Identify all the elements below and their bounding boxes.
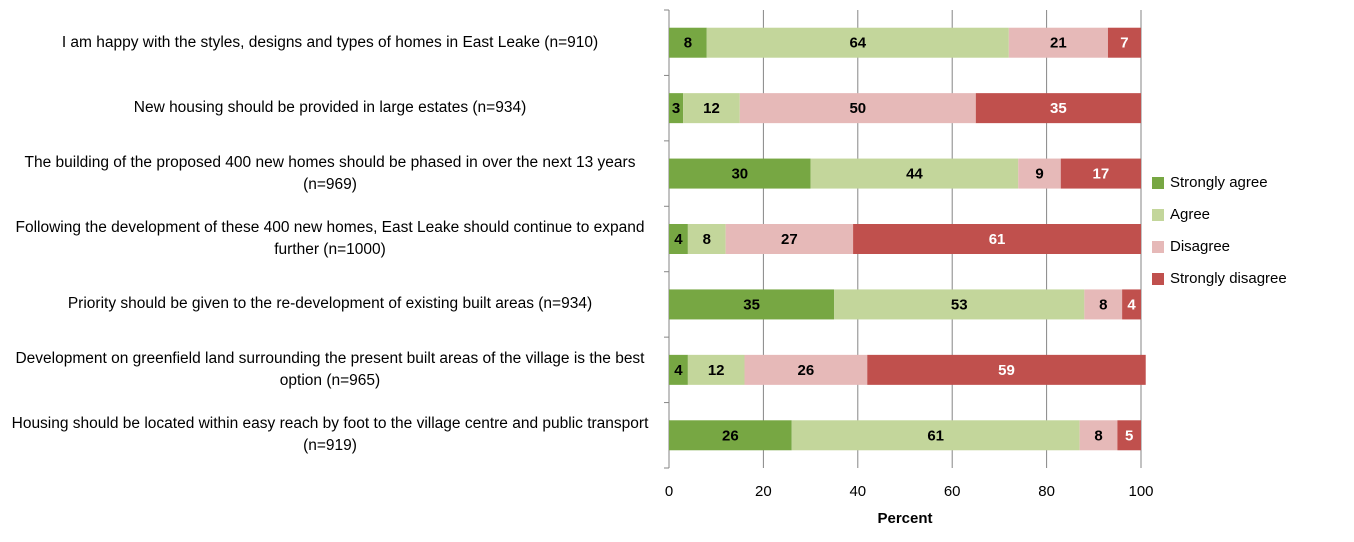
bar-segment [1107, 27, 1141, 58]
x-tick-label: 100 [1128, 483, 1153, 500]
bar-segment [1060, 158, 1141, 189]
x-tick-label: 60 [944, 483, 961, 500]
data-label: 35 [1050, 100, 1067, 117]
bar-segment [739, 93, 976, 124]
x-axis-title: Percent [877, 510, 932, 527]
bar-segment [744, 354, 868, 385]
data-label: 26 [798, 362, 815, 379]
legend-swatch [1152, 273, 1164, 285]
legend-swatch [1152, 209, 1164, 221]
data-label: 17 [1093, 166, 1110, 183]
x-tick-label: 40 [849, 483, 866, 500]
bar-segment [1008, 27, 1108, 58]
bar-segment [1079, 420, 1118, 451]
category-label: I am happy with the styles, designs and … [61, 33, 599, 51]
data-label: 12 [708, 362, 725, 379]
data-label: 64 [849, 35, 866, 52]
bar-segment [669, 224, 688, 254]
x-tick-label: 80 [1038, 483, 1055, 500]
data-label: 9 [1035, 166, 1043, 183]
data-label: 3 [672, 100, 680, 117]
bar-segment [669, 289, 835, 320]
bar-segment [669, 354, 688, 385]
bar-segment [1018, 158, 1061, 189]
bar-segment [1084, 289, 1123, 320]
data-label: 8 [684, 35, 692, 52]
bar-segment [669, 27, 707, 58]
bar-segment [975, 93, 1141, 124]
bar-segment [853, 224, 1141, 254]
bar-segment [1117, 420, 1141, 451]
data-label: 61 [989, 231, 1006, 248]
category-label: Following the development of these 400 n… [15, 219, 645, 258]
legend-label: Disagree [1170, 238, 1230, 255]
data-label: 7 [1120, 35, 1128, 52]
data-label: 4 [674, 362, 683, 379]
legend-label: Strongly disagree [1170, 270, 1287, 287]
data-label: 4 [1127, 296, 1136, 313]
bar-segment [687, 354, 745, 385]
category-label: Priority should be given to the re-devel… [67, 295, 593, 313]
legend-swatch [1152, 241, 1164, 253]
legend-label: Agree [1170, 206, 1210, 223]
bar-segment [669, 158, 811, 189]
category-label: Development on greenfield land surroundi… [15, 349, 645, 389]
category-label: The building of the proposed 400 new hom… [24, 153, 636, 193]
data-label: 8 [703, 231, 711, 248]
x-tick-label: 20 [755, 483, 772, 500]
data-label: 4 [674, 231, 683, 248]
data-label: 12 [703, 100, 720, 117]
data-label: 50 [849, 100, 866, 117]
data-label: 8 [1094, 427, 1102, 444]
category-label: Housing should be located within easy re… [11, 415, 649, 455]
bar-segment [834, 289, 1085, 320]
bar-segment [687, 224, 726, 254]
data-label: 30 [731, 166, 748, 183]
legend-label: Strongly agree [1170, 174, 1268, 191]
bar-segment [725, 224, 854, 254]
data-label: 44 [906, 166, 923, 183]
category-label: New housing should be provided in large … [133, 99, 527, 117]
data-label: 53 [951, 296, 968, 313]
bar-segment [669, 93, 684, 124]
data-label: 27 [781, 231, 798, 248]
bar-segment [810, 158, 1019, 189]
bar-segment [706, 27, 1009, 58]
bar-segment [683, 93, 740, 124]
x-tick-label: 0 [665, 483, 673, 500]
data-label: 26 [722, 427, 739, 444]
bar-segment [669, 420, 792, 451]
data-label: 35 [743, 296, 760, 313]
data-label: 8 [1099, 296, 1107, 313]
bar-segment [791, 420, 1080, 451]
data-label: 61 [927, 427, 944, 444]
bar-segment [1122, 289, 1141, 320]
data-label: 21 [1050, 35, 1067, 52]
data-label: 59 [998, 362, 1015, 379]
legend-swatch [1152, 177, 1164, 189]
data-label: 5 [1125, 427, 1133, 444]
bar-segment [867, 354, 1146, 385]
